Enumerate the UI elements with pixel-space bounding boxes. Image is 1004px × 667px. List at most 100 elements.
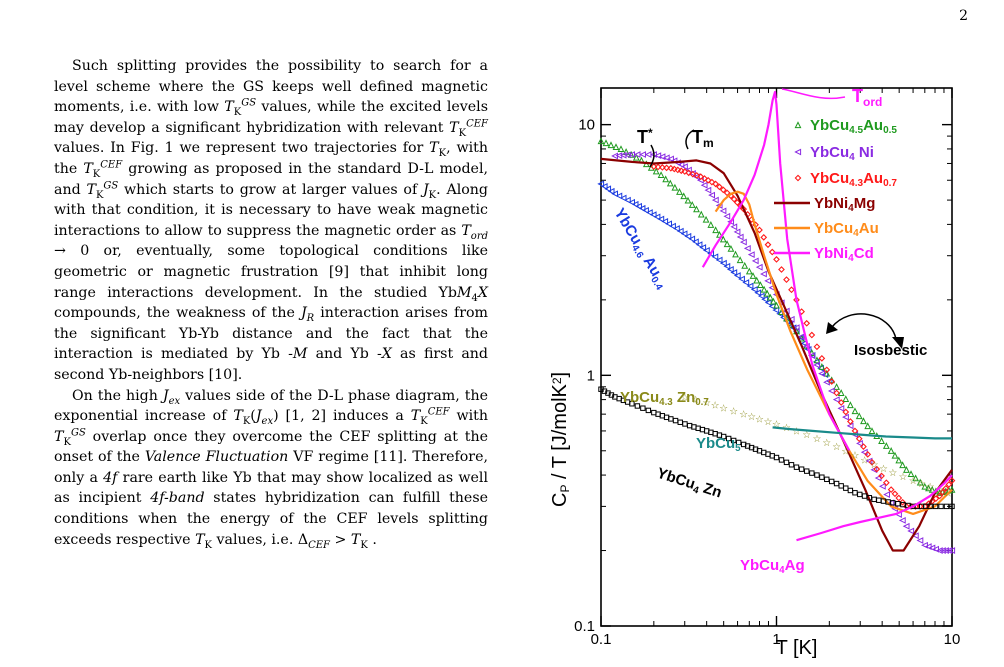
data-point (764, 241, 772, 249)
data-point (842, 408, 850, 416)
data-point (818, 370, 825, 378)
data-point (824, 476, 830, 483)
data-point (932, 495, 940, 502)
data-point (634, 403, 641, 409)
data-point (874, 474, 882, 482)
data-point (846, 401, 854, 409)
data-point (677, 161, 685, 169)
data-point (699, 244, 707, 251)
data-point (667, 155, 674, 163)
data-point (891, 451, 899, 459)
series-label-yb-cu43zn07: YbCu4.3 Zn0.7 (620, 389, 709, 408)
data-point (715, 256, 723, 264)
data-point: ☆ (841, 446, 850, 457)
data-point (808, 331, 816, 339)
data-point: ☆ (926, 482, 935, 493)
data-point (837, 404, 845, 412)
data-point (895, 456, 903, 464)
data-point (939, 488, 947, 496)
data-point (860, 443, 867, 450)
data-point: ☆ (747, 412, 756, 423)
data-point (681, 163, 688, 171)
x-tick-label: 10 (944, 631, 961, 648)
data-point (663, 164, 670, 172)
data-point (617, 145, 625, 153)
data-point (887, 447, 895, 454)
data-point (691, 238, 699, 246)
data-point (823, 366, 831, 374)
y-axis-label: CP / T [J/molK2] (549, 372, 572, 507)
data-point (794, 174, 802, 182)
data-point (883, 491, 890, 498)
data-point (688, 201, 696, 208)
data-point (719, 186, 727, 194)
data-point (723, 189, 731, 197)
data-point (671, 183, 679, 191)
data-point (697, 210, 705, 218)
data-point (813, 356, 821, 364)
data-point (738, 275, 745, 283)
data-point (649, 211, 657, 219)
data-point (732, 250, 739, 258)
data-point (828, 378, 836, 385)
data-point (945, 481, 953, 488)
data-point (803, 319, 811, 327)
data-point (778, 266, 785, 273)
data-point (773, 256, 780, 263)
data-point (753, 276, 761, 284)
data-point (936, 492, 943, 500)
data-point (662, 175, 670, 183)
data-point (708, 191, 716, 199)
data-point (871, 496, 877, 503)
data-point (757, 292, 765, 300)
data-point (760, 285, 768, 293)
data-point (720, 433, 727, 440)
data-point (652, 167, 660, 175)
data-point (730, 269, 738, 276)
data-point (657, 215, 665, 223)
data-point (739, 238, 747, 246)
arrowhead-isosbestic-end (892, 337, 904, 349)
data-point (635, 202, 642, 210)
data-point (755, 263, 763, 271)
data-point (927, 503, 933, 510)
series-line (714, 190, 953, 515)
data-point (813, 361, 821, 369)
data-point (632, 153, 640, 161)
data-point (827, 387, 835, 395)
data-point (783, 459, 790, 466)
data-point (736, 233, 744, 241)
data-point (611, 190, 618, 198)
data-point: ☆ (879, 464, 888, 475)
data-point (793, 464, 800, 470)
data-point (851, 407, 859, 415)
data-point (942, 484, 950, 492)
data-point (746, 282, 754, 290)
data-point (773, 301, 780, 309)
data-point (629, 401, 635, 407)
data-point (882, 479, 890, 487)
data-point (864, 422, 872, 430)
data-point (838, 483, 844, 489)
data-point (756, 226, 763, 234)
data-point (794, 148, 802, 156)
data-point (876, 497, 882, 503)
data-point (719, 207, 727, 215)
series-line (701, 90, 851, 452)
data-point (745, 267, 753, 275)
data-point (680, 230, 688, 238)
data-point (778, 457, 785, 463)
data-point (949, 503, 955, 510)
body-text-column: Such splitting provides the possibility … (54, 56, 488, 550)
data-point (677, 419, 683, 425)
data-point (900, 501, 906, 508)
specific-heat-chart: ☆ ☆ ☆ ☆ ☆ ☆ ☆☆☆ ☆ ☆ ☆ ☆ ☆ ☆ ☆ ☆ ☆ ☆ ☆ ☆ ☆ ☆ ☆ ☆ ☆ ☆ ☆ ☆ 0.1 1 100.11… (549, 86, 961, 659)
data-point (623, 196, 631, 204)
data-point (773, 454, 780, 461)
series-line (772, 426, 952, 440)
data-point (702, 246, 710, 254)
data-point (640, 405, 646, 411)
data-point (760, 270, 767, 278)
data-point (921, 541, 928, 549)
data-point (837, 399, 845, 406)
